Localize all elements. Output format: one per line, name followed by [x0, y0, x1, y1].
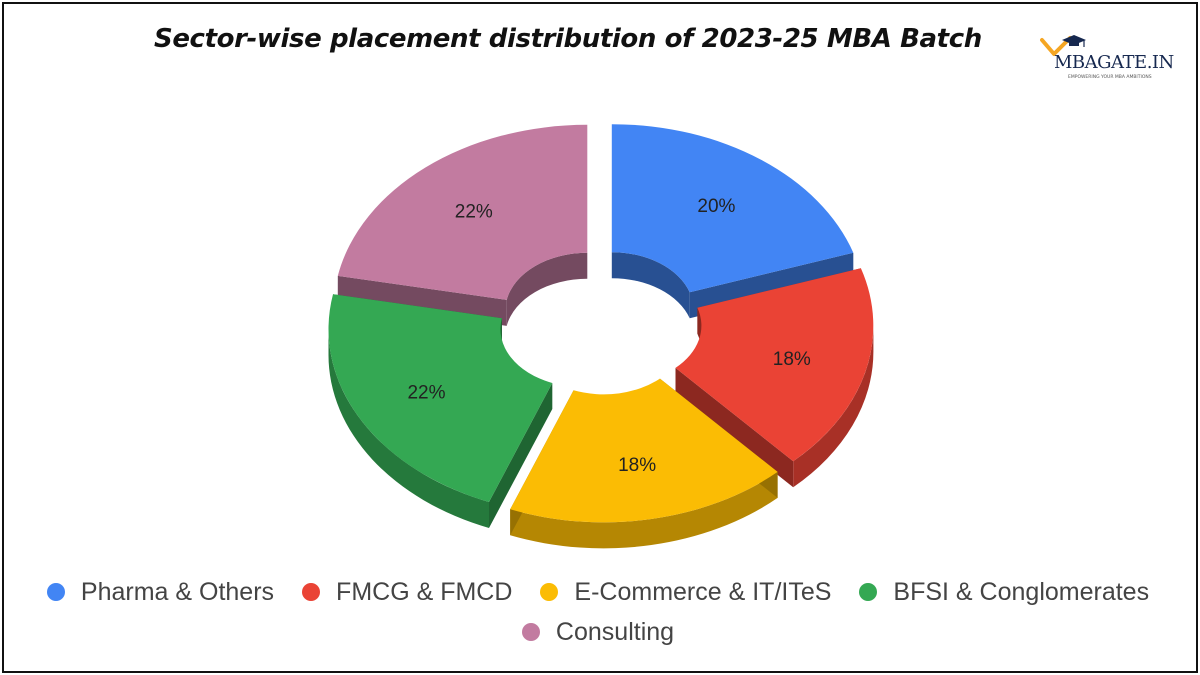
legend-item: Consulting — [521, 617, 675, 647]
slice-label: 18% — [618, 455, 656, 476]
pie-slice-4: 22% — [328, 294, 553, 528]
slice-side-wall — [793, 325, 874, 488]
chart-legend: Pharma & Others FMCG & FMCD E-Commerce & I… — [0, 572, 1196, 652]
slice-label: 22% — [455, 202, 493, 223]
legend-label: E-Commerce & IT/ITeS — [574, 577, 832, 606]
pie-slice-5: 22% — [337, 124, 588, 326]
slice-side-wall — [510, 471, 778, 549]
legend-item: BFSI & Conglomerates — [859, 578, 1149, 607]
brand-logo: MBAGATE.IN EMPOWERING YOUR MBA AMBITIONS — [1040, 34, 1174, 86]
slice-top-face — [675, 268, 874, 462]
pie-chart: 20% 22% 18% 22% 18% — [328, 124, 874, 549]
logo-text: MBAGATE.IN — [1054, 52, 1174, 73]
pie-slice-2: 18% — [675, 268, 874, 488]
legend-swatch — [521, 623, 540, 641]
slice-cut-wall — [489, 383, 553, 528]
legend-swatch — [859, 583, 878, 601]
slice-inner-wall — [611, 252, 690, 319]
legend-swatch — [46, 583, 65, 601]
slice-side-wall — [328, 329, 489, 528]
chart-title: Sector-wise placement distribution of 20… — [154, 24, 982, 54]
graduation-cap-icon — [1040, 35, 1086, 56]
slice-top-face — [611, 124, 854, 293]
pie-slice-3: 18% — [510, 378, 778, 549]
slice-cut-wall — [675, 367, 794, 488]
slice-label: 20% — [697, 196, 735, 217]
legend-label: BFSI & Conglomerates — [893, 577, 1150, 606]
legend-swatch — [302, 583, 321, 601]
legend-item: FMCG & FMCD — [302, 578, 512, 607]
slice-label: 18% — [773, 349, 811, 370]
slice-top-face — [337, 124, 588, 300]
slice-inner-wall — [506, 252, 588, 326]
legend-item: E-Commerce & IT/ITeS — [540, 578, 831, 607]
slice-top-face — [510, 378, 778, 523]
legend-swatch — [540, 583, 559, 601]
legend-label: FMCG & FMCD — [336, 577, 513, 606]
legend-label: Pharma & Others — [80, 577, 275, 606]
legend-label: Consulting — [555, 617, 675, 646]
slice-top-face — [328, 294, 553, 502]
legend-item: Pharma & Others — [46, 577, 275, 607]
slice-label: 22% — [407, 383, 445, 404]
logo-tagline: EMPOWERING YOUR MBA AMBITIONS — [1068, 75, 1152, 80]
